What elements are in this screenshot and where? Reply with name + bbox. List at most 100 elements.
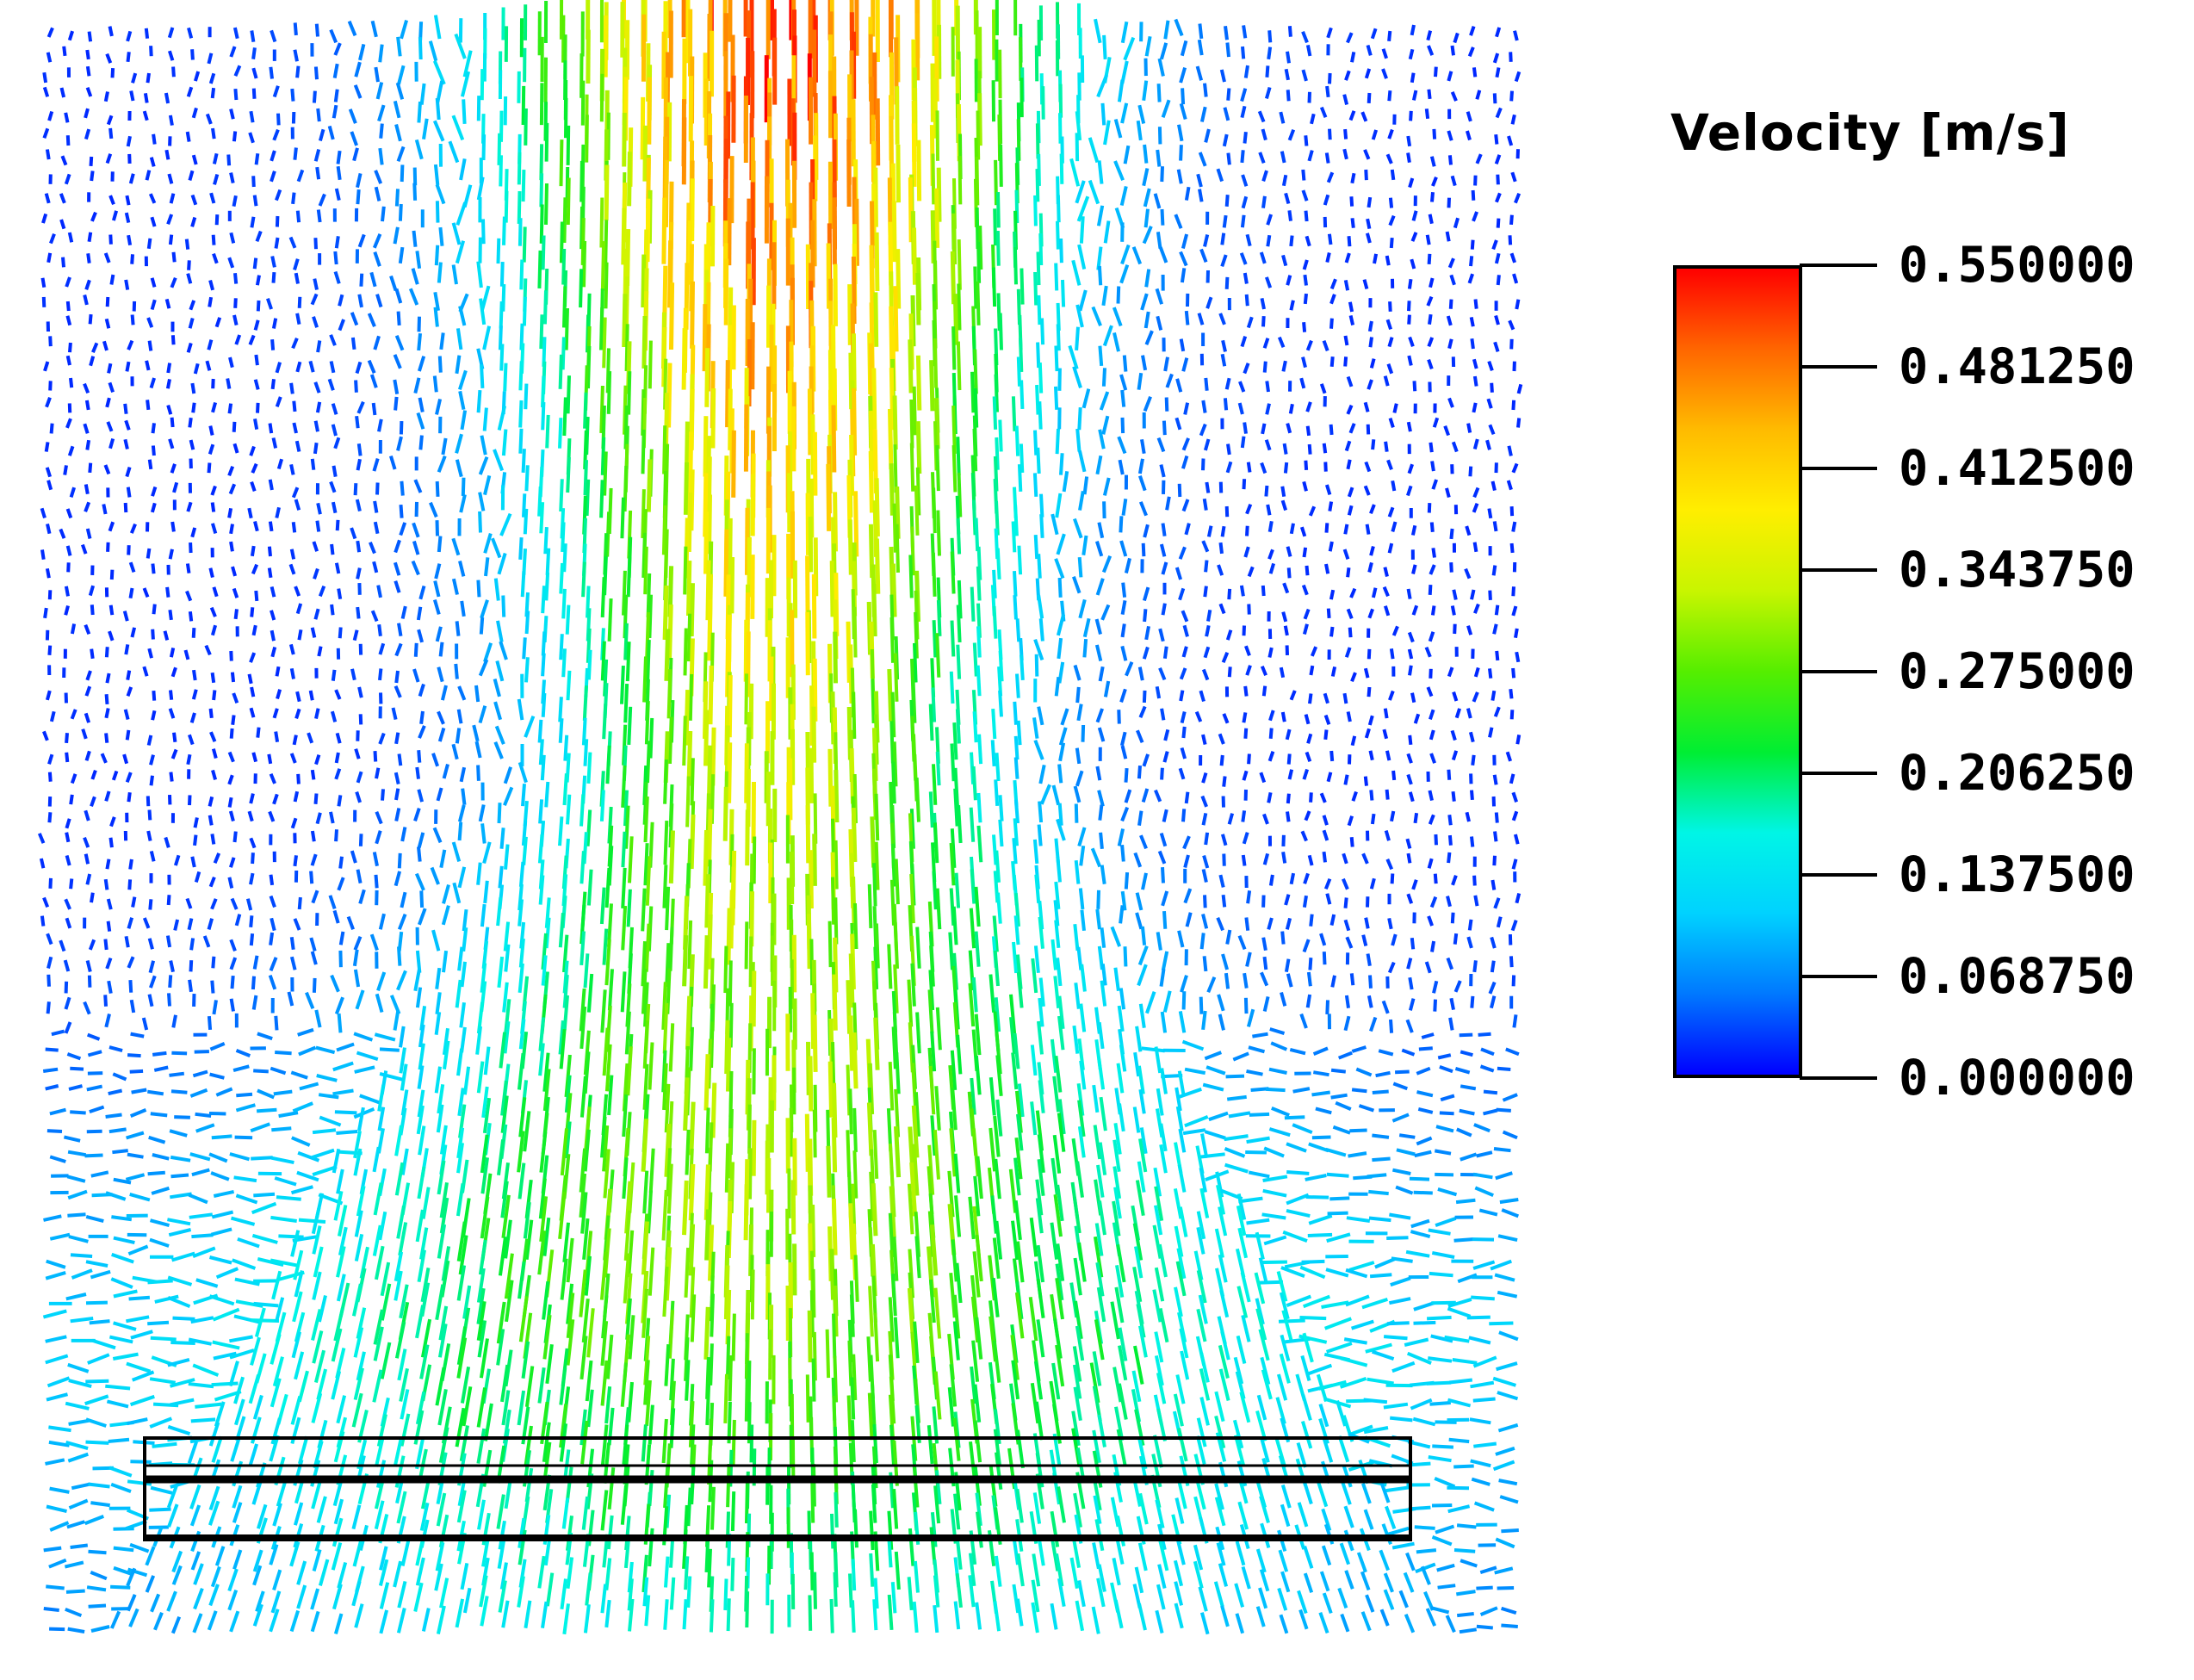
velocity-vector xyxy=(1447,769,1452,780)
velocity-vector xyxy=(1220,232,1226,245)
velocity-vector xyxy=(478,659,489,677)
velocity-vector xyxy=(311,890,319,904)
velocity-vector xyxy=(559,634,564,660)
velocity-vector xyxy=(380,1262,391,1297)
velocity-vector xyxy=(1076,195,1090,222)
velocity-vector xyxy=(459,1001,466,1028)
velocity-vector xyxy=(1181,1039,1205,1051)
velocity-vector xyxy=(928,970,935,1011)
velocity-vector xyxy=(1077,406,1082,431)
velocity-vector xyxy=(491,537,502,559)
velocity-vector xyxy=(358,834,363,846)
velocity-vector xyxy=(1015,618,1021,642)
velocity-vector xyxy=(1363,149,1371,160)
velocity-vector xyxy=(293,147,298,160)
velocity-vector xyxy=(1181,991,1187,1010)
velocity-vector xyxy=(336,1245,346,1278)
velocity-vector xyxy=(1033,271,1038,306)
velocity-vector xyxy=(84,279,91,290)
velocity-vector xyxy=(419,710,425,725)
velocity-vector xyxy=(455,459,463,478)
velocity-vector xyxy=(1245,233,1252,247)
velocity-vector xyxy=(105,1191,127,1201)
velocity-vector xyxy=(1267,647,1274,658)
velocity-vector xyxy=(562,773,568,806)
velocity-vector xyxy=(356,869,363,883)
velocity-vector xyxy=(1140,438,1146,455)
velocity-vector xyxy=(49,232,56,245)
velocity-vector xyxy=(271,1270,282,1300)
velocity-vector xyxy=(992,834,998,865)
velocity-vector xyxy=(1407,648,1414,660)
velocity-vector xyxy=(295,65,301,78)
velocity-vector xyxy=(1052,1076,1061,1113)
velocity-vector xyxy=(296,773,301,784)
velocity-vector xyxy=(1325,893,1332,905)
velocity-vector xyxy=(1447,852,1452,864)
velocity-vector xyxy=(166,405,173,415)
velocity-vector xyxy=(251,1201,277,1215)
velocity-vector xyxy=(1450,91,1458,102)
velocity-vector xyxy=(955,709,961,744)
velocity-vector xyxy=(1421,1032,1435,1039)
velocity-vector xyxy=(170,1155,191,1162)
velocity-vector xyxy=(1280,1266,1305,1278)
velocity-vector xyxy=(431,929,441,952)
velocity-vector xyxy=(1430,192,1435,202)
velocity-vector xyxy=(1473,175,1478,186)
velocity-vector xyxy=(1406,152,1411,164)
velocity-vector xyxy=(188,795,192,806)
velocity-vector xyxy=(648,340,653,389)
velocity-vector xyxy=(312,977,317,993)
velocity-vector xyxy=(429,501,438,518)
velocity-vector xyxy=(1308,1214,1333,1225)
velocity-vector xyxy=(1261,128,1267,141)
velocity-vector xyxy=(127,879,133,890)
velocity-vector xyxy=(1282,1230,1308,1243)
velocity-vector xyxy=(1426,30,1433,41)
velocity-vector xyxy=(1305,235,1311,247)
velocity-vector xyxy=(1270,1041,1288,1051)
velocity-vector xyxy=(1226,88,1231,101)
velocity-vector xyxy=(1240,150,1245,164)
velocity-vector xyxy=(517,1131,525,1173)
velocity-vector xyxy=(1243,546,1250,558)
velocity-vector xyxy=(310,627,317,638)
velocity-vector xyxy=(1447,338,1453,350)
velocity-vector xyxy=(253,1069,269,1074)
velocity-vector xyxy=(1073,518,1083,539)
velocity-vector xyxy=(249,652,257,663)
velocity-vector xyxy=(995,1055,1003,1096)
velocity-vector xyxy=(1488,424,1496,436)
velocity-vector xyxy=(566,125,571,165)
velocity-vector xyxy=(911,679,917,723)
velocity-vector xyxy=(1473,1123,1491,1133)
velocity-vector xyxy=(1159,969,1166,987)
velocity-vector xyxy=(1347,236,1352,247)
velocity-vector xyxy=(1447,155,1453,165)
velocity-vector xyxy=(419,890,425,908)
velocity-vector xyxy=(505,1280,514,1323)
velocity-vector xyxy=(728,1355,733,1402)
velocity-vector xyxy=(229,232,236,244)
velocity-vector xyxy=(210,87,216,99)
velocity-vector xyxy=(586,869,593,906)
velocity-vector xyxy=(1268,728,1274,739)
velocity-vector xyxy=(400,605,407,619)
velocity-vector xyxy=(1401,1048,1416,1057)
velocity-vector xyxy=(1280,486,1286,498)
velocity-vector xyxy=(373,1326,384,1361)
velocity-vector xyxy=(1289,690,1297,701)
velocity-vector xyxy=(1350,52,1356,63)
velocity-vector xyxy=(1286,51,1291,64)
velocity-vector xyxy=(927,1144,935,1195)
velocity-vector xyxy=(913,1321,920,1364)
velocity-vector xyxy=(1203,438,1211,451)
velocity-vector xyxy=(686,492,693,552)
velocity-vector xyxy=(604,220,609,267)
velocity-vector xyxy=(871,1384,877,1428)
velocity-vector xyxy=(1138,1088,1146,1114)
velocity-vector xyxy=(1304,135,1309,146)
velocity-vector xyxy=(193,834,198,846)
velocity-vector xyxy=(1056,533,1066,555)
